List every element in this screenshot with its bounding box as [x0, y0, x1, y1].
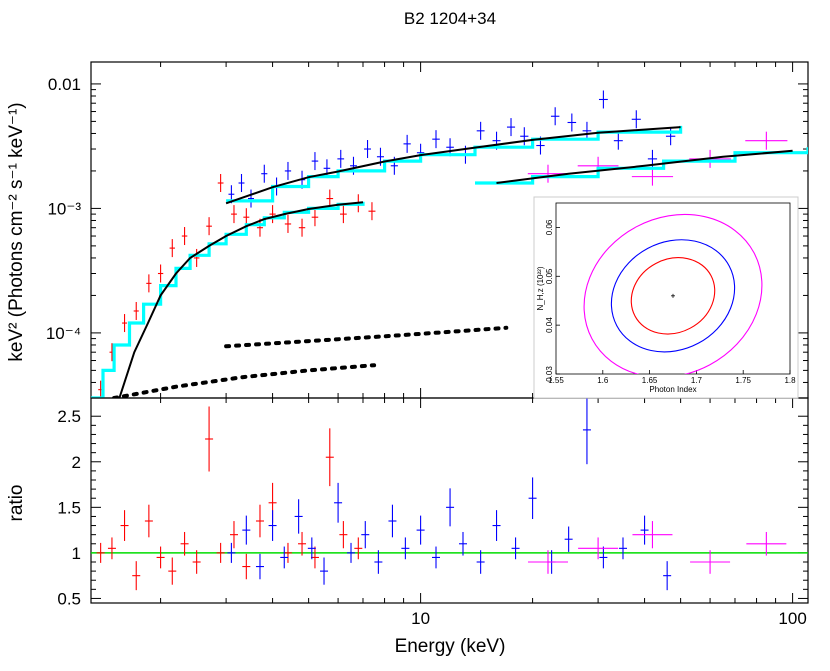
ratio-y-tick-label: 0.5 [57, 589, 81, 608]
inset-x-tick-label: 1.55 [548, 376, 564, 385]
model-line [118, 201, 364, 398]
inset-y-tick-label: 0.06 [545, 219, 554, 235]
spectrum-panel: 0.01 10⁻³ 10⁻⁴ [46, 61, 809, 399]
model-component-dotted [112, 363, 377, 398]
y-axis-label-spectrum: keV² (Photons cm⁻² s⁻¹ keV⁻¹) [6, 102, 27, 361]
x-axis-label: Energy (keV) [395, 636, 506, 657]
contour-inset: 1.55 1.6 1.65 1.7 1.75 1.8 0.03 0.04 0.05 0.06 Pho… [533, 196, 799, 399]
x-tick-label: 10 [411, 609, 430, 628]
inset-y-tick-label: 0.03 [545, 366, 554, 382]
inset-x-tick-label: 1.6 [597, 376, 609, 385]
model-step-line [226, 125, 683, 203]
inset-x-label: Photon Index [649, 385, 696, 394]
contour-90pct [610, 239, 736, 353]
ratio-y-tick-label: 2.5 [57, 407, 81, 426]
inset-background [533, 196, 799, 399]
inset-x-tick-label: 1.75 [735, 376, 751, 385]
ratio-y-tick-label: 1 [72, 544, 81, 563]
y-tick-label: 10⁻³ [47, 199, 81, 218]
model-step-line [475, 147, 808, 185]
y-axis-label-ratio: ratio [6, 485, 27, 522]
inset-frame [555, 202, 791, 375]
inset-x-tick-label: 1.65 [642, 376, 658, 385]
y-tick-label: 10⁻⁴ [46, 324, 81, 343]
ratio-frame [90, 397, 809, 604]
ratio-plot-area [91, 398, 808, 591]
x-tick-label: 100 [778, 609, 806, 628]
ratio-panel: 10 100 0.5 1 1.5 2 2.5 [57, 397, 809, 628]
inset-y-label: N_H,z (10²²) [536, 266, 545, 310]
contour-99pct [583, 213, 763, 374]
ratio-y-tick-label: 2 [72, 453, 81, 472]
inset-x-tick-label: 1.7 [691, 376, 703, 385]
model-line [225, 126, 681, 205]
inset-y-tick-label: 0.05 [545, 268, 554, 284]
spectrum-plot-area [91, 90, 808, 398]
model-step-line [91, 201, 365, 398]
chart-title: B2 1204+34 [404, 9, 496, 28]
inset-x-tick-label: 1.8 [784, 376, 796, 385]
inset-y-tick-label: 0.04 [545, 317, 554, 333]
inset-plot-area [583, 213, 763, 374]
ratio-y-tick-label: 1.5 [57, 498, 81, 517]
contour-68pct [630, 257, 716, 335]
model-line [496, 149, 793, 184]
model-component-dotted [224, 325, 509, 349]
y-tick-label: 0.01 [48, 75, 81, 94]
